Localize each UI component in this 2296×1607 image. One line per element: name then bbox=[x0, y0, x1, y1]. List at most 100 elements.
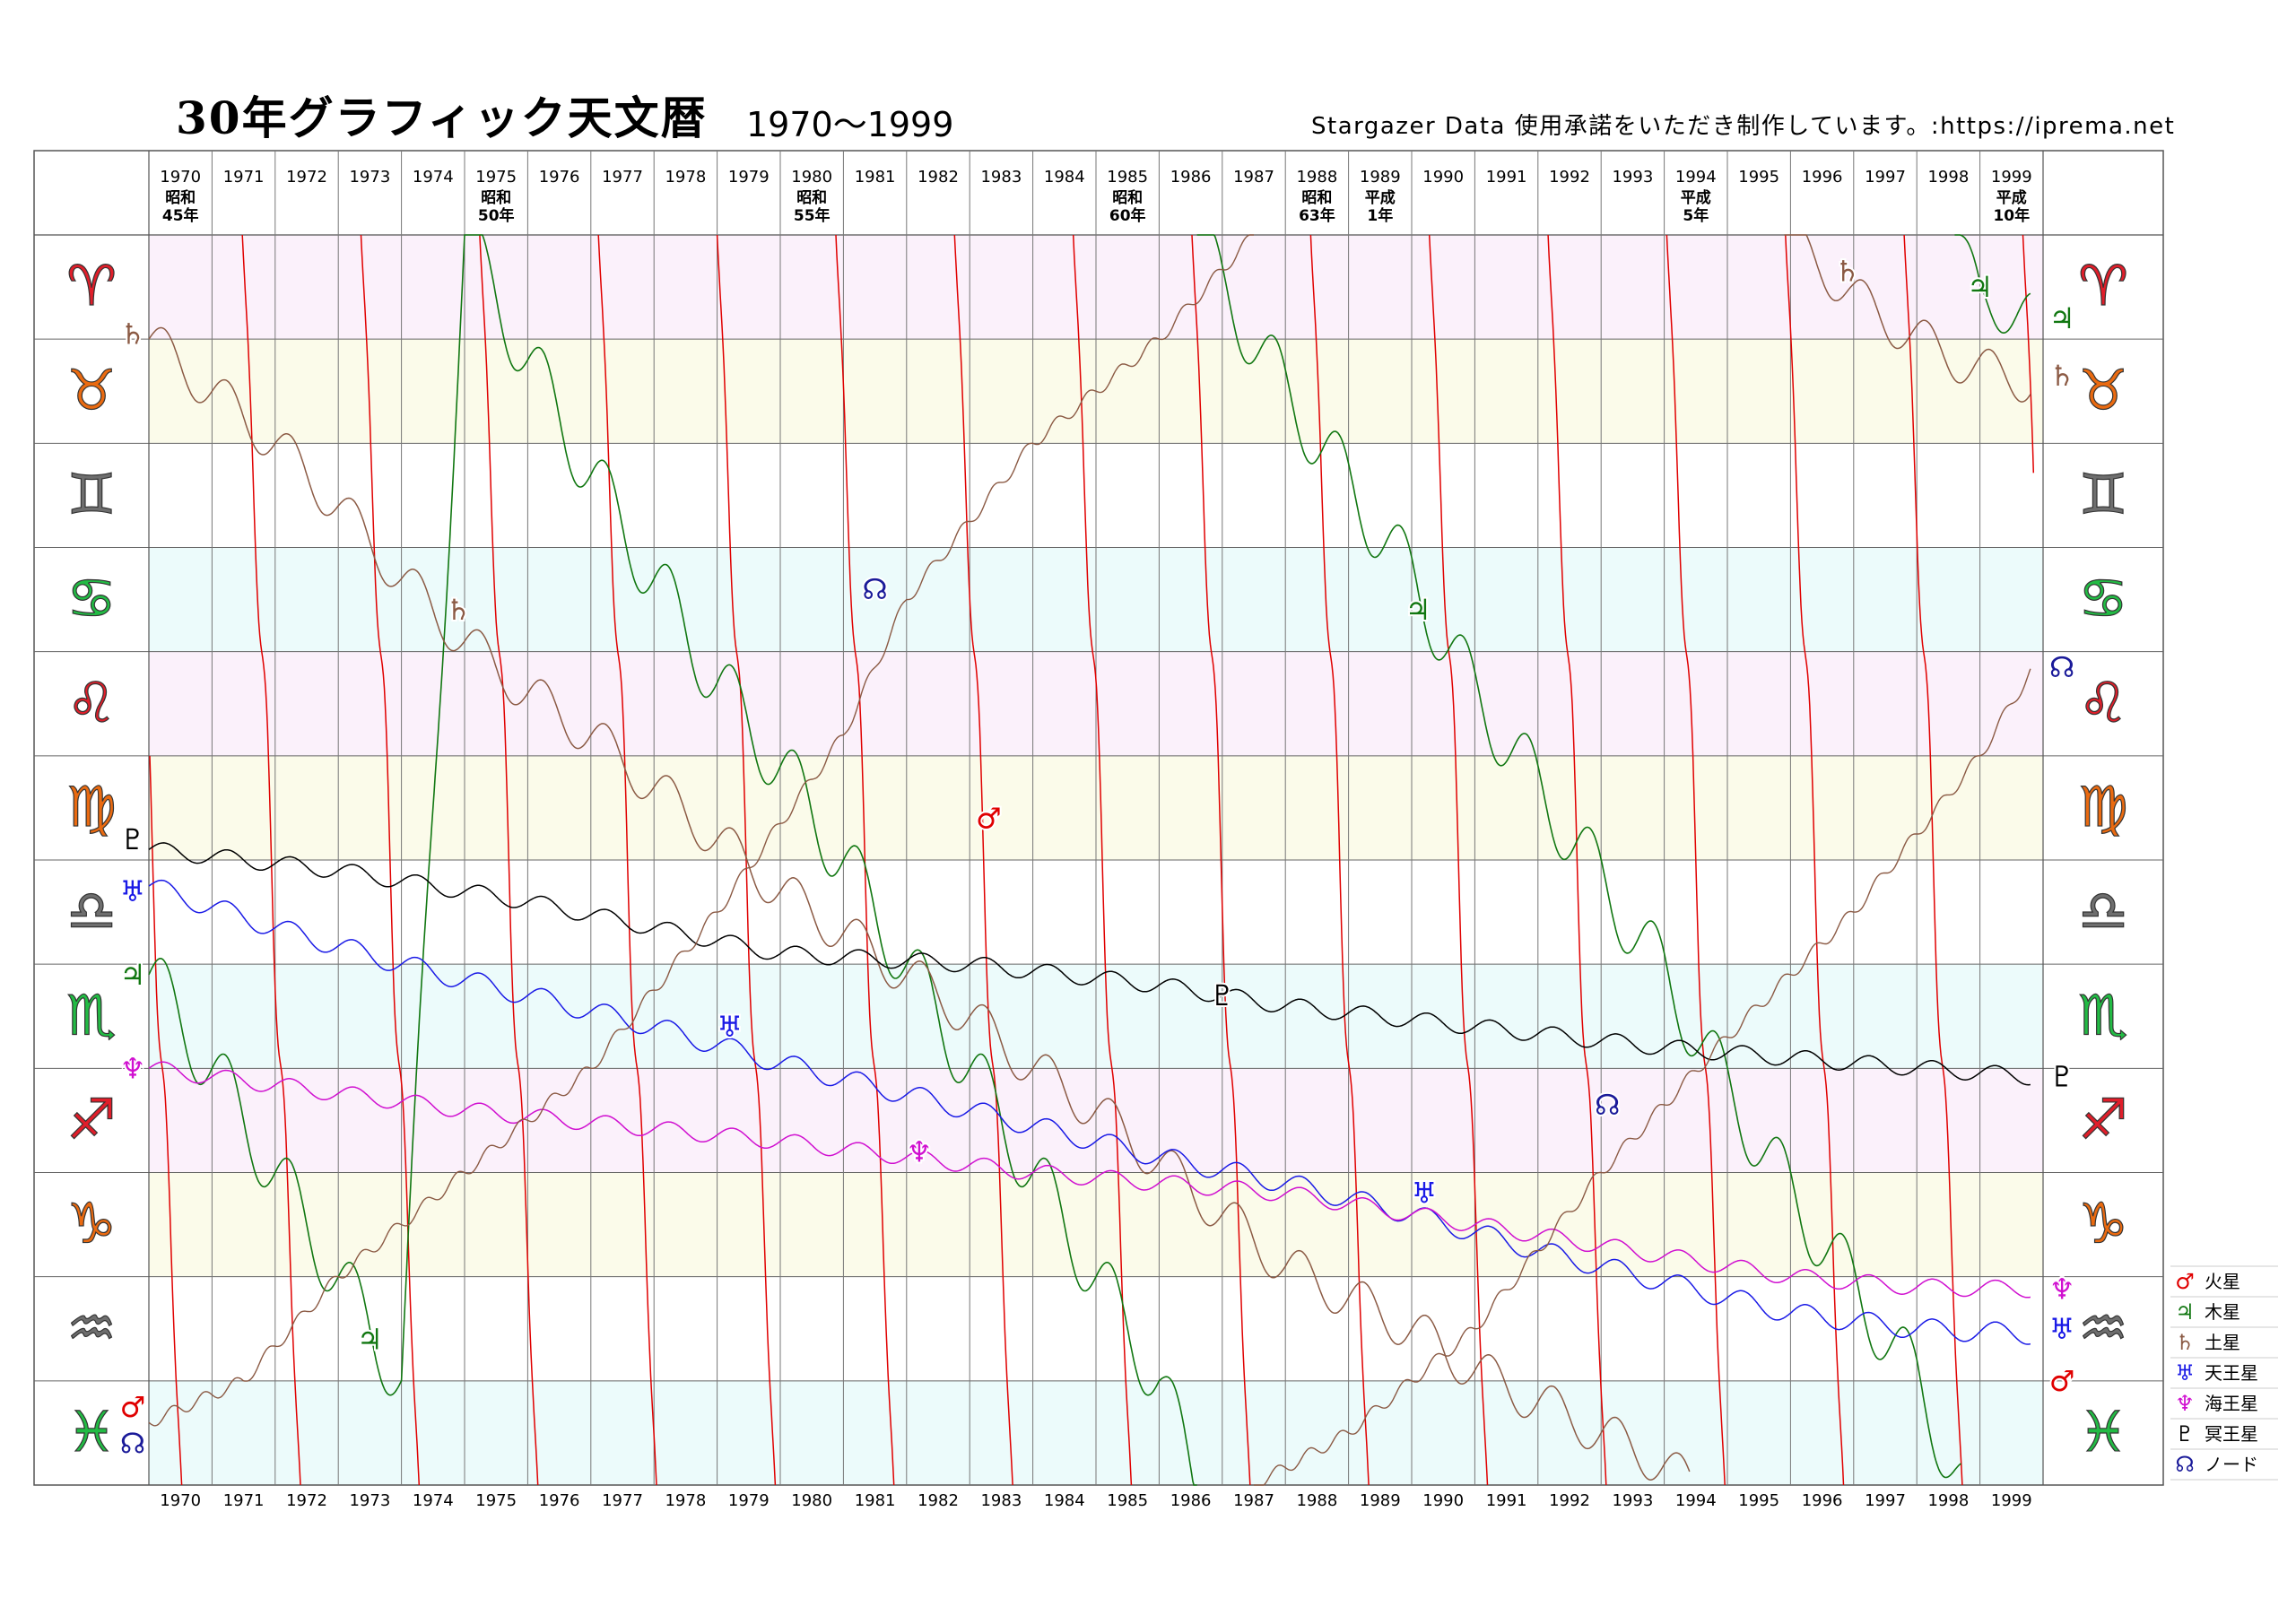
left-taurus-icon: ♉ bbox=[66, 357, 117, 422]
legend-0-icon: ♂ bbox=[2175, 1269, 2195, 1294]
planet-glyph-icon: ♇ bbox=[120, 822, 146, 856]
legend: ♂ 火星 ♃ 木星 ♄ 土星 ♅ 天王星 ♆ 海王星 ♇ 冥王星 ☊ ノード bbox=[2170, 1265, 2278, 1481]
planet-glyph-icon: ☊ bbox=[120, 1427, 145, 1461]
header-year-1986: 1986 bbox=[1170, 168, 1212, 187]
axis-year-1985: 1985 bbox=[1107, 1491, 1148, 1510]
sign-glyphs: ♈ ♈ ♉ ♉ ♊ ♊ ♋ ♋ ♌ ♌ ♍ ♍ ♎ ♎ ♏ ♏ ♐ ♐ ♑ ♑ ♒ ♒ ♓ ♓ bbox=[66, 252, 2129, 1464]
header-year-1976: 1976 bbox=[539, 168, 580, 187]
header-era-1999: 平成 bbox=[1996, 188, 2027, 207]
axis-year-1995: 1995 bbox=[1738, 1491, 1779, 1510]
legend-label: 火星 bbox=[2205, 1271, 2240, 1292]
mars-line bbox=[835, 234, 895, 1486]
planet-glyph-icon: ♆ bbox=[2049, 1273, 2075, 1307]
pluto-line bbox=[148, 842, 2031, 1086]
axis-year-1974: 1974 bbox=[413, 1491, 454, 1510]
left-scorpio-icon: ♏ bbox=[66, 982, 117, 1047]
right-virgo-icon: ♍ bbox=[2078, 774, 2128, 839]
axis-year-1977: 1977 bbox=[602, 1491, 643, 1510]
header-year-1973: 1973 bbox=[349, 168, 390, 187]
right-cancer-icon: ♋ bbox=[2078, 566, 2128, 631]
left-leo-icon: ♌ bbox=[66, 670, 117, 735]
planet-glyph-icon: ♆ bbox=[120, 1051, 146, 1085]
header-year-1991: 1991 bbox=[1486, 168, 1527, 187]
mars-line bbox=[1665, 234, 1726, 1486]
planet-glyph-icon: ☊ bbox=[1595, 1088, 1620, 1122]
legend-4-icon: ♆ bbox=[2175, 1391, 2195, 1416]
header-era-1970: 昭和 bbox=[165, 189, 196, 207]
axis-year-1972: 1972 bbox=[286, 1491, 327, 1510]
axis-year-1970: 1970 bbox=[160, 1491, 201, 1510]
page-title: 30年グラフィック天文暦 bbox=[176, 91, 708, 144]
header-year-1975: 1975 bbox=[475, 168, 517, 187]
right-libra-icon: ♎ bbox=[2078, 878, 2128, 943]
planet-glyph-icon: ♃ bbox=[1967, 270, 1993, 304]
planet-glyph-icon: ♅ bbox=[120, 874, 146, 908]
legend-label: 天王星 bbox=[2205, 1362, 2258, 1384]
header-year-1970: 1970 bbox=[160, 168, 201, 187]
legend-label: ノード bbox=[2205, 1454, 2258, 1475]
grid-lines bbox=[33, 150, 2164, 1486]
axis-year-1983: 1983 bbox=[980, 1491, 1022, 1510]
header-year-1974: 1974 bbox=[413, 168, 454, 187]
axis-year-1998: 1998 bbox=[1927, 1491, 1969, 1510]
planet-glyph-icon: ♇ bbox=[1209, 978, 1235, 1012]
planet-glyph-icon: ♄ bbox=[2049, 359, 2075, 393]
axis-year-1989: 1989 bbox=[1360, 1491, 1401, 1510]
planet-glyph-icon: ♄ bbox=[120, 317, 146, 351]
planet-labels: ♄♇♅♃♆♂☊♄♃☊♂♅♆♇♃♅☊♄ ♃♃♄☊♇♆♅♂ bbox=[118, 253, 2077, 1463]
header-year-1982: 1982 bbox=[918, 168, 959, 187]
header-era-1985: 60年 bbox=[1109, 206, 1146, 225]
axis-year-1975: 1975 bbox=[475, 1491, 517, 1510]
planet-glyph-icon: ♂ bbox=[120, 1390, 146, 1424]
left-cancer-icon: ♋ bbox=[66, 566, 117, 631]
header-year-1983: 1983 bbox=[980, 168, 1022, 187]
mars-line bbox=[1428, 234, 1489, 1486]
axis-year-1973: 1973 bbox=[349, 1491, 390, 1510]
axis-year-1984: 1984 bbox=[1044, 1491, 1085, 1510]
left-libra-icon: ♎ bbox=[66, 878, 117, 943]
planet-glyph-icon: ♂ bbox=[2049, 1364, 2075, 1398]
axis-year-1993: 1993 bbox=[1612, 1491, 1653, 1510]
header-year-1981: 1981 bbox=[855, 168, 896, 187]
node-line bbox=[148, 234, 1254, 1427]
planet-glyph-icon: ♄ bbox=[1834, 255, 1860, 289]
mars-line bbox=[479, 234, 539, 1486]
mars-line bbox=[241, 234, 301, 1486]
axis-year-1971: 1971 bbox=[223, 1491, 265, 1510]
node-line bbox=[1254, 668, 2031, 1486]
mars-line bbox=[149, 755, 183, 1486]
axis-year-1981: 1981 bbox=[855, 1491, 896, 1510]
header-era-1989: 平成 bbox=[1365, 188, 1396, 207]
axis-year-1988: 1988 bbox=[1296, 1491, 1337, 1510]
mars-line bbox=[1309, 234, 1370, 1486]
bottom-year-axis: 1970 1971 1972 1973 1974 1975 1976 1977 1978 1979… bbox=[160, 1491, 2031, 1510]
jupiter-line bbox=[148, 234, 1197, 1486]
jupiter-line bbox=[1954, 234, 2031, 334]
right-pisces-icon: ♓ bbox=[2078, 1399, 2128, 1464]
right-aquarius-icon: ♒ bbox=[2078, 1295, 2128, 1360]
mars-line bbox=[716, 234, 777, 1486]
header-year-1972: 1972 bbox=[286, 168, 327, 187]
right-taurus-icon: ♉ bbox=[2078, 357, 2128, 422]
mars-line bbox=[1191, 234, 1251, 1486]
axis-year-1990: 1990 bbox=[1422, 1491, 1464, 1510]
planet-glyph-icon: ♅ bbox=[2049, 1312, 2075, 1346]
header-year-1979: 1979 bbox=[728, 168, 770, 187]
axis-year-1997: 1997 bbox=[1865, 1491, 1906, 1510]
uranus-line bbox=[148, 879, 2031, 1345]
left-sagittarius-icon: ♐ bbox=[66, 1086, 117, 1151]
header-year-1994: 1994 bbox=[1675, 168, 1717, 187]
planet-glyph-icon: ♃ bbox=[1405, 593, 1431, 627]
planet-glyph-icon: ♃ bbox=[2049, 301, 2075, 335]
header-year-1978: 1978 bbox=[665, 168, 706, 187]
planet-glyph-icon: ♃ bbox=[120, 958, 146, 992]
legend-2-icon: ♄ bbox=[2175, 1330, 2195, 1355]
saturn-line bbox=[148, 326, 1691, 1481]
header-year-1996: 1996 bbox=[1802, 168, 1843, 187]
mars-line bbox=[2022, 234, 2035, 473]
header-year-1989: 1989 bbox=[1360, 168, 1401, 187]
header-era-1975: 50年 bbox=[478, 206, 515, 225]
header-year-1985: 1985 bbox=[1107, 168, 1148, 187]
header-year-1984: 1984 bbox=[1044, 168, 1085, 187]
planet-glyph-icon: ☊ bbox=[2049, 650, 2074, 684]
